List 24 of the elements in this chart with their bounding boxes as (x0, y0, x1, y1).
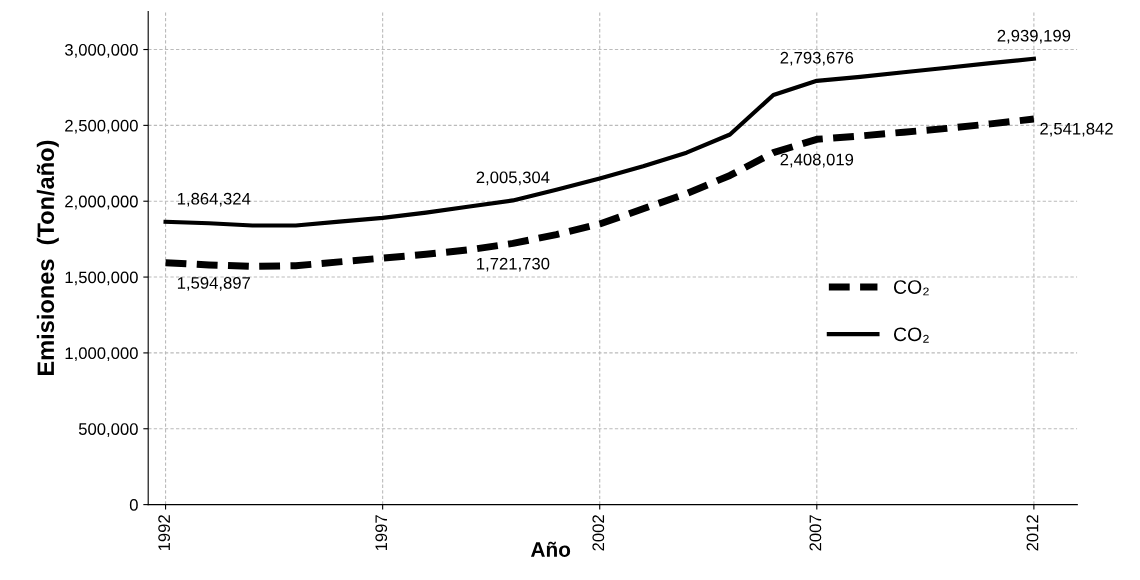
y-tick-label: 2,500,000 (65, 119, 138, 134)
y-tick-label: 3,000,000 (64, 43, 138, 58)
data-label: 2,939,199 (997, 29, 1071, 44)
y-tick-label: 0 (129, 499, 138, 511)
data-label: 1,864,324 (177, 192, 251, 207)
data-label: 1,594,897 (177, 277, 250, 291)
y-tick-label: 2,000,000 (65, 195, 138, 210)
data-label: 2,408,019 (780, 153, 854, 168)
y-tick-label: 1,500,000 (65, 271, 138, 286)
x-tick-label: 2002 (592, 515, 605, 551)
legend-label: CO₂ (894, 280, 929, 296)
x-tick-label: 2007 (809, 515, 822, 551)
data-label: 2,541,842 (1040, 122, 1113, 137)
data-label: 2,793,676 (780, 51, 854, 66)
x-tick-label: 1992 (158, 515, 171, 551)
x-axis-title: Año (530, 541, 571, 557)
y-axis-title: Emisiones (Ton/año) (36, 140, 59, 376)
x-tick-label: 1997 (375, 515, 388, 551)
y-tick-label: 500,000 (78, 423, 138, 437)
y-tick-label: 1,000,000 (65, 347, 138, 362)
x-tick-label: 2012 (1026, 515, 1039, 551)
legend-label: CO₂ (894, 327, 929, 343)
data-label: 1,721,730 (477, 257, 550, 272)
data-label: 2,005,304 (476, 171, 550, 186)
